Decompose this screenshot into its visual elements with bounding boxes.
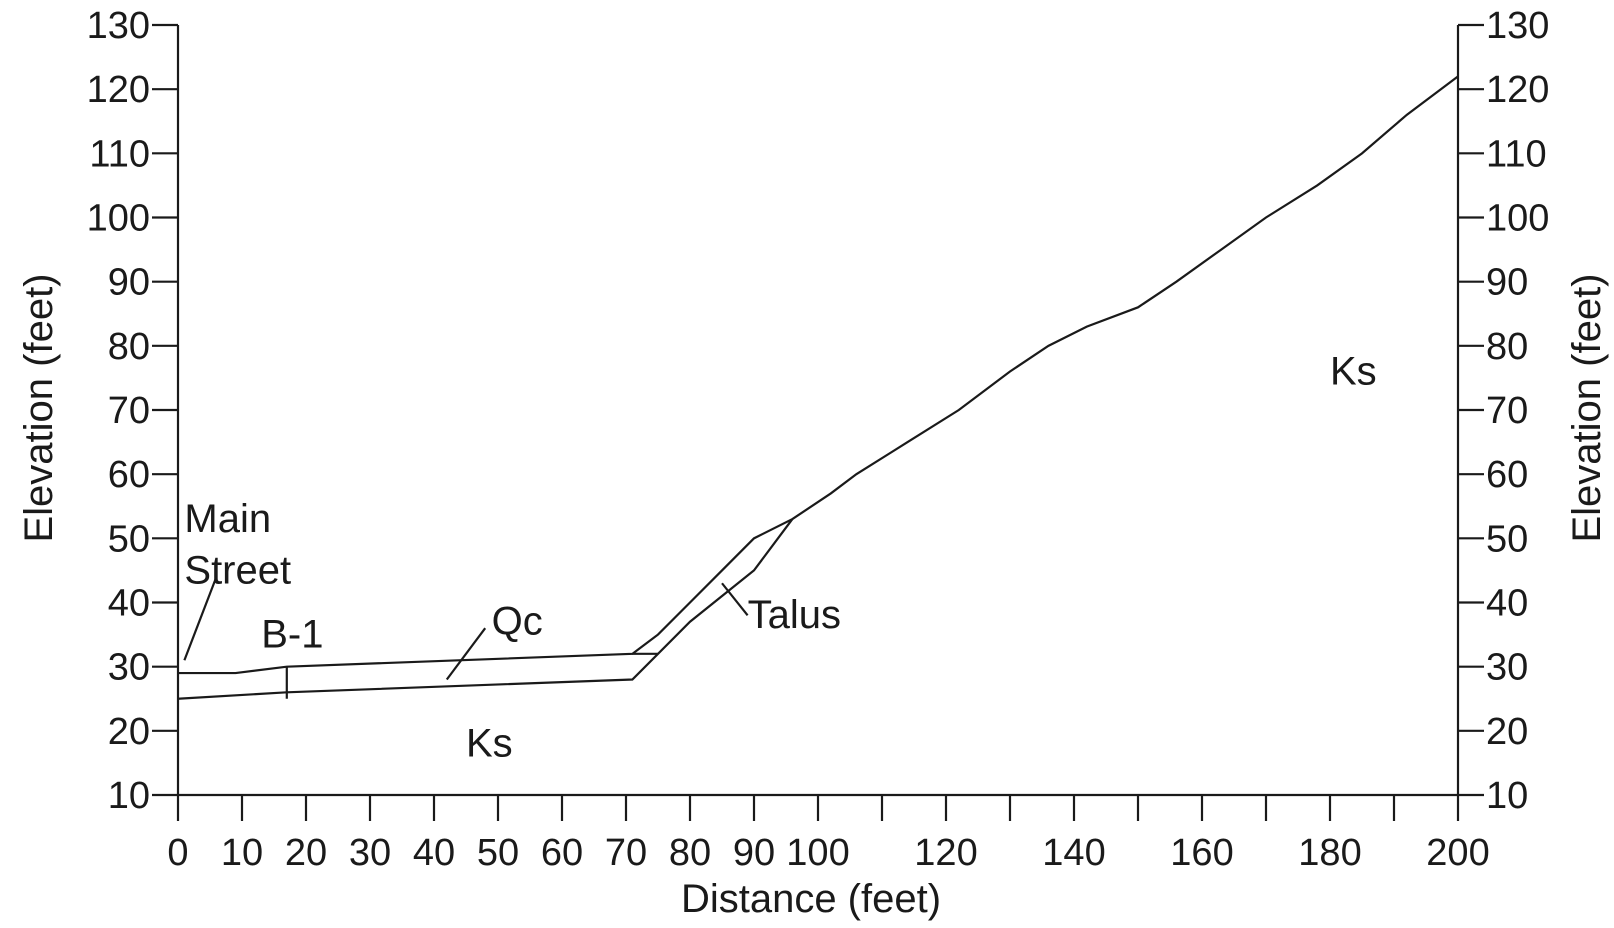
x-tick-label: 200 <box>1426 832 1489 874</box>
x-tick-label: 120 <box>914 832 977 874</box>
y-tick-label-right: 30 <box>1486 647 1528 689</box>
y-tick-label-right: 130 <box>1486 5 1549 47</box>
annotation-label: Main <box>184 497 271 541</box>
x-tick-label: 160 <box>1170 832 1233 874</box>
y-tick-label-left: 10 <box>108 775 150 817</box>
x-tick-label: 90 <box>733 832 775 874</box>
annotation-label: Ks <box>466 722 513 766</box>
y-tick-label-left: 40 <box>108 583 150 625</box>
profile-line <box>178 75 1459 675</box>
leader-line <box>721 582 749 617</box>
y-tick-label-right: 120 <box>1486 69 1549 111</box>
annotation-label: Street <box>184 548 291 592</box>
annotation-label: Qc <box>492 600 543 644</box>
x-tick-label: 20 <box>285 832 327 874</box>
x-tick-label: 180 <box>1298 832 1361 874</box>
y-tick-label-right: 10 <box>1486 775 1528 817</box>
y-tick-label-right: 80 <box>1486 326 1528 368</box>
x-tick-label: 80 <box>669 832 711 874</box>
x-tick-label: 0 <box>167 832 188 874</box>
y-tick-label-left: 60 <box>108 454 150 496</box>
y-tick-label-left: 90 <box>108 262 150 304</box>
x-tick-label: 50 <box>477 832 519 874</box>
profile-line <box>177 518 794 700</box>
annotation-label: B-1 <box>261 612 323 656</box>
y-tick-label-right: 40 <box>1486 583 1528 625</box>
annotations-group: Main Street B-1 Qc Talus Ks Ks <box>183 349 1377 766</box>
x-tick-label: 60 <box>541 832 583 874</box>
y-tick-label-right: 50 <box>1486 518 1528 560</box>
y-tick-label-left: 100 <box>87 198 150 240</box>
x-tick-label: 40 <box>413 832 455 874</box>
y-tick-label-left: 50 <box>108 518 150 560</box>
y-tick-label-left: 80 <box>108 326 150 368</box>
y-tick-label-left: 70 <box>108 390 150 432</box>
y-tick-label-left: 30 <box>108 647 150 689</box>
y-axis-title-left: Elevation (feet) <box>17 273 61 542</box>
y-axis-title-right: Elevation (feet) <box>1565 273 1609 542</box>
x-tick-label: 70 <box>605 832 647 874</box>
leader-line <box>445 627 487 681</box>
x-axis-title: Distance (feet) <box>681 877 941 921</box>
leader-line <box>183 576 218 661</box>
y-tick-label-left: 130 <box>87 5 150 47</box>
y-tick-label-right: 70 <box>1486 390 1528 432</box>
annotation-label: Ks <box>1330 349 1377 393</box>
y-tick-label-right: 100 <box>1486 198 1549 240</box>
y-tick-label-right: 110 <box>1486 133 1547 175</box>
y-tick-label-left: 110 <box>89 133 150 175</box>
profile-lines-group <box>177 75 1459 700</box>
x-tick-label: 10 <box>221 832 263 874</box>
y-tick-label-left: 20 <box>108 711 150 753</box>
y-tick-label-right: 60 <box>1486 454 1528 496</box>
x-tick-label: 140 <box>1042 832 1105 874</box>
y-tick-label-left: 120 <box>87 69 150 111</box>
x-tick-label: 100 <box>786 832 849 874</box>
y-tick-label-right: 20 <box>1486 711 1528 753</box>
annotation-label: Talus <box>748 593 841 637</box>
y-tick-label-right: 90 <box>1486 262 1528 304</box>
x-tick-label: 30 <box>349 832 391 874</box>
